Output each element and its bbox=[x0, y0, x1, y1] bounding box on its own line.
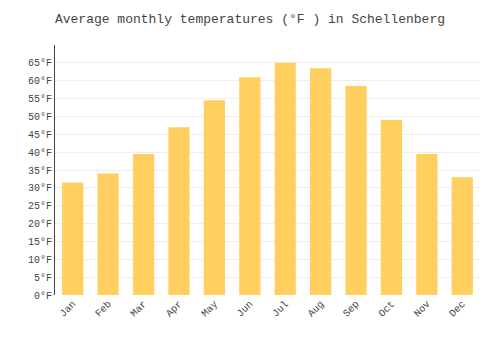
svg-text:50°F: 50°F bbox=[28, 112, 52, 123]
svg-text:0°F: 0°F bbox=[34, 291, 52, 302]
svg-text:25°F: 25°F bbox=[28, 201, 52, 212]
svg-text:10°F: 10°F bbox=[28, 255, 52, 266]
svg-text:Aug: Aug bbox=[306, 299, 327, 320]
svg-text:55°F: 55°F bbox=[28, 94, 52, 105]
svg-text:Nov: Nov bbox=[412, 299, 433, 320]
svg-text:65°F: 65°F bbox=[28, 58, 52, 69]
svg-text:May: May bbox=[200, 299, 221, 320]
svg-text:Sep: Sep bbox=[341, 299, 362, 320]
svg-text:Jun: Jun bbox=[235, 299, 256, 320]
svg-text:60°F: 60°F bbox=[28, 76, 52, 87]
svg-text:40°F: 40°F bbox=[28, 148, 52, 159]
svg-text:Feb: Feb bbox=[93, 299, 114, 320]
svg-text:45°F: 45°F bbox=[28, 130, 52, 141]
svg-text:5°F: 5°F bbox=[34, 273, 52, 284]
svg-text:30°F: 30°F bbox=[28, 183, 52, 194]
svg-text:Average monthly temperatures (: Average monthly temperatures (°F ) in Sc… bbox=[55, 12, 445, 27]
svg-text:20°F: 20°F bbox=[28, 219, 52, 230]
svg-text:15°F: 15°F bbox=[28, 237, 52, 248]
svg-text:Dec: Dec bbox=[447, 299, 468, 320]
svg-text:Oct: Oct bbox=[377, 299, 398, 320]
svg-text:35°F: 35°F bbox=[28, 166, 52, 177]
svg-text:Apr: Apr bbox=[164, 299, 185, 320]
svg-text:Jan: Jan bbox=[58, 299, 79, 320]
svg-text:Jul: Jul bbox=[270, 299, 291, 320]
svg-text:Mar: Mar bbox=[129, 299, 150, 320]
